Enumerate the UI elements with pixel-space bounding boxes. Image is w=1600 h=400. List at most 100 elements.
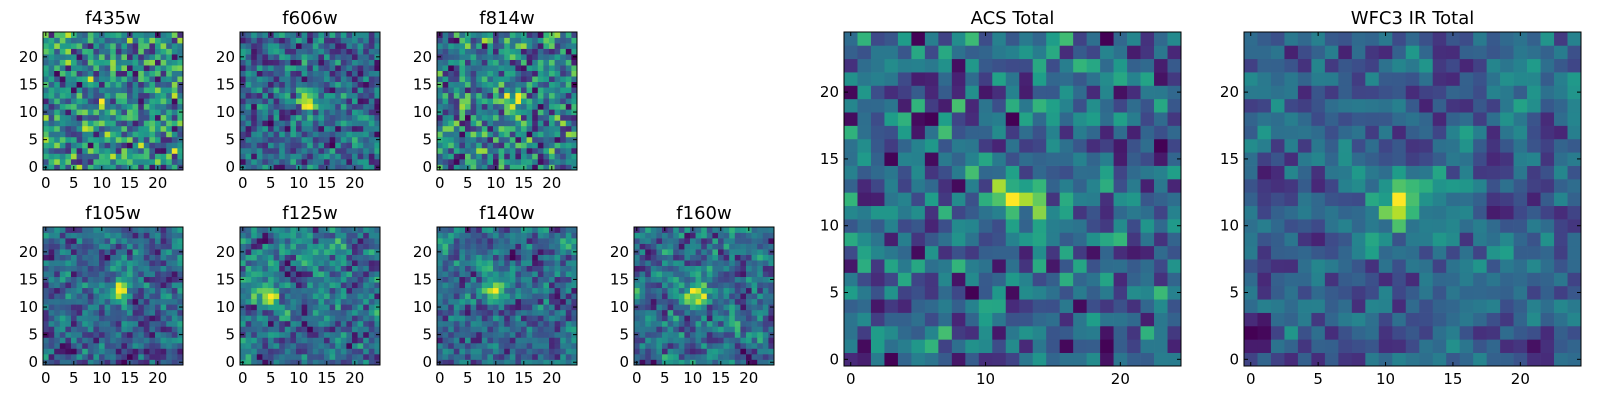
heatmap-cell xyxy=(59,43,66,49)
heatmap-cell xyxy=(470,87,477,94)
heatmap-cell xyxy=(76,65,83,71)
heatmap-cell xyxy=(465,331,471,338)
heatmap-cell xyxy=(565,309,572,316)
heatmap-cell xyxy=(768,238,775,244)
heatmap-cell xyxy=(290,76,297,83)
heatmap-cell xyxy=(240,326,246,333)
heatmap-cell xyxy=(318,98,325,105)
heatmap-cell xyxy=(138,103,145,110)
heatmap-cell xyxy=(509,114,516,121)
heatmap-cell xyxy=(273,276,280,283)
heatmap-cell xyxy=(110,287,117,294)
heatmap-cell xyxy=(701,249,708,255)
heatmap-cell xyxy=(757,243,764,250)
heatmap-cell xyxy=(870,325,885,340)
heatmap-cell xyxy=(549,254,555,261)
heatmap-cell xyxy=(115,243,122,250)
heatmap-cell xyxy=(290,265,297,272)
y-tick-label: 20 xyxy=(216,243,235,261)
heatmap-cell xyxy=(104,287,111,294)
heatmap-cell xyxy=(340,65,347,71)
heatmap-cell xyxy=(884,232,899,247)
heatmap-cell xyxy=(312,125,319,132)
heatmap-cell xyxy=(115,76,122,83)
heatmap-cell xyxy=(965,219,980,233)
heatmap-cell xyxy=(76,131,83,138)
heatmap-cell xyxy=(171,315,178,322)
heatmap-cell xyxy=(554,43,561,49)
heatmap-cell xyxy=(104,348,111,355)
heatmap-cell xyxy=(560,136,567,143)
heatmap-cell xyxy=(71,348,77,355)
heatmap-cell xyxy=(335,164,342,171)
heatmap-cell xyxy=(54,238,61,244)
heatmap-cell xyxy=(279,87,286,94)
heatmap-cell xyxy=(268,243,274,250)
heatmap-cell xyxy=(1113,312,1128,327)
heatmap-cell xyxy=(515,114,522,121)
heatmap-cell xyxy=(256,337,263,344)
heatmap-cell xyxy=(549,125,555,132)
heatmap-cell xyxy=(357,331,364,338)
heatmap-cell xyxy=(335,65,342,71)
heatmap-cell xyxy=(121,65,128,71)
heatmap-cell xyxy=(138,359,145,366)
heatmap-cell xyxy=(504,271,511,278)
heatmap-cell xyxy=(532,164,539,171)
heatmap-cell xyxy=(335,81,342,88)
heatmap-cell xyxy=(312,359,319,366)
heatmap-cell xyxy=(357,353,364,360)
heatmap-cell xyxy=(99,298,105,305)
heatmap-cell xyxy=(701,348,708,355)
heatmap-cell xyxy=(43,147,49,154)
heatmap-cell xyxy=(104,87,111,94)
heatmap-cell xyxy=(93,353,100,360)
heatmap-cell xyxy=(346,304,353,311)
heatmap-cell xyxy=(335,153,342,160)
heatmap-cell xyxy=(127,158,133,165)
heatmap-cell xyxy=(127,337,133,344)
heatmap-cell xyxy=(571,337,578,344)
heatmap-cell xyxy=(121,326,128,333)
heatmap-cell xyxy=(177,65,184,71)
heatmap-cell xyxy=(751,320,758,327)
heatmap-cell xyxy=(746,249,752,255)
heatmap-cell xyxy=(712,315,719,322)
heatmap-cell xyxy=(1140,285,1155,300)
heatmap-cell xyxy=(138,70,145,77)
heatmap-cell xyxy=(346,43,353,49)
heatmap-cell xyxy=(678,359,685,366)
heatmap-cell xyxy=(71,265,77,272)
heatmap-cell xyxy=(481,59,488,66)
heatmap-cell xyxy=(132,103,139,110)
heatmap-cell xyxy=(279,48,286,55)
heatmap-cell xyxy=(673,298,680,305)
heatmap-cell xyxy=(363,331,370,338)
heatmap-cell xyxy=(177,232,184,239)
heatmap-cell xyxy=(48,54,55,60)
heatmap-cell xyxy=(565,260,572,266)
heatmap-cell xyxy=(762,243,769,250)
heatmap-cell xyxy=(368,54,375,60)
heatmap-cell xyxy=(532,37,539,44)
heatmap-cell xyxy=(374,293,381,300)
heatmap-cell xyxy=(54,342,61,349)
heatmap-cell xyxy=(1127,325,1141,340)
heatmap-cell xyxy=(706,260,713,266)
heatmap-cell xyxy=(662,287,668,294)
heatmap-cell xyxy=(459,120,466,127)
heatmap-cell xyxy=(560,353,567,360)
heatmap-cell xyxy=(352,298,358,305)
heatmap-cell xyxy=(718,315,724,322)
heatmap-cell xyxy=(160,59,167,66)
heatmap-cell xyxy=(965,205,980,220)
heatmap-cell xyxy=(465,114,471,121)
heatmap-cell xyxy=(104,109,111,116)
heatmap-cell xyxy=(138,114,145,121)
heatmap-cell xyxy=(121,114,128,121)
heatmap-cell xyxy=(476,81,483,88)
heatmap-cell xyxy=(1113,339,1128,353)
heatmap-cell xyxy=(368,136,375,143)
heatmap-cell xyxy=(1100,165,1114,180)
heatmap-cell xyxy=(938,299,953,313)
